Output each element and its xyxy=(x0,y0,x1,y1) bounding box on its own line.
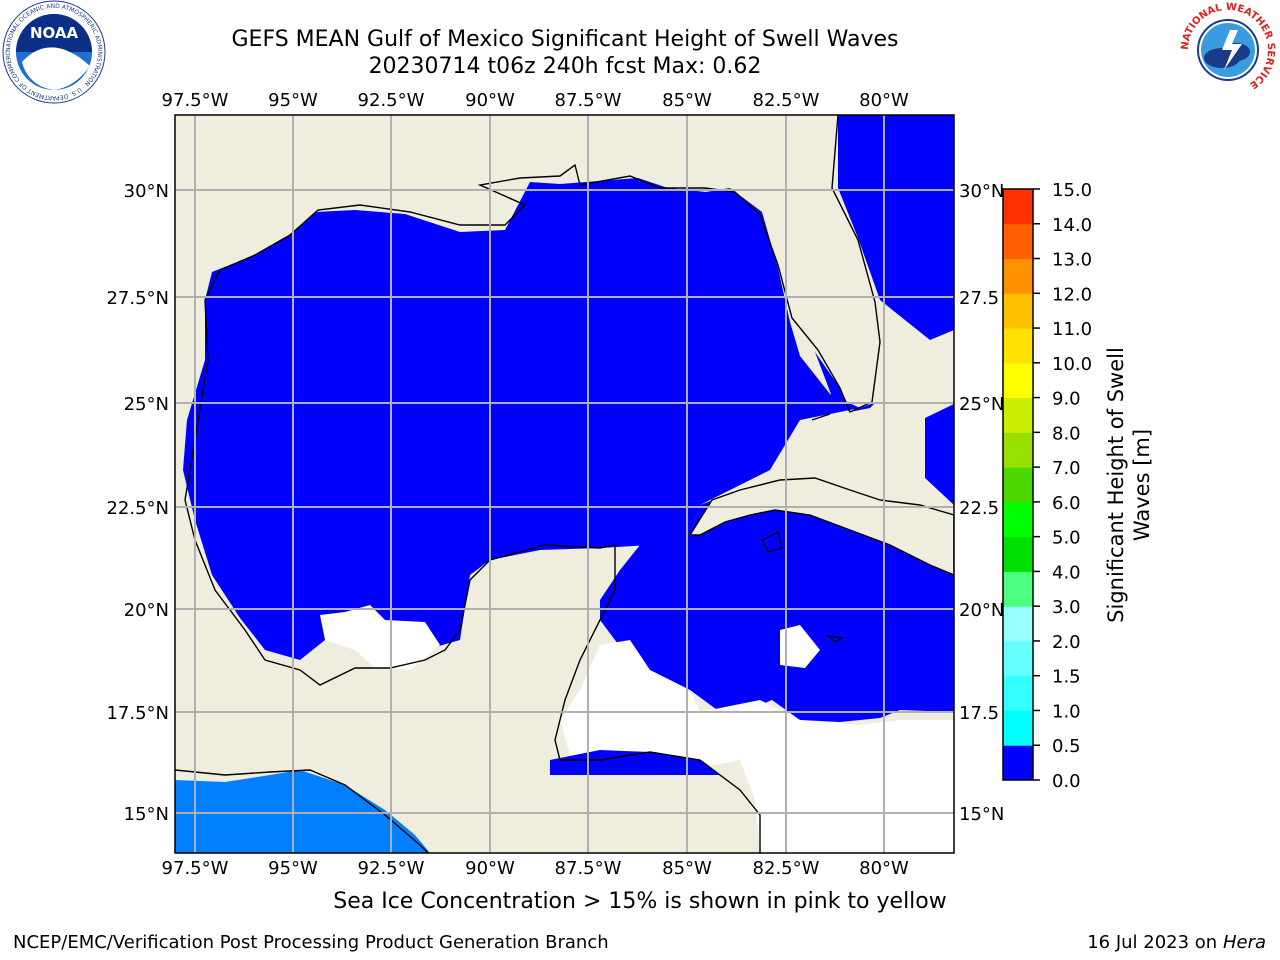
coastline-isla-juventud xyxy=(761,531,783,553)
footer-date: 16 Jul 2023 on Hera xyxy=(1087,932,1266,953)
no-data-bay-campeche xyxy=(320,605,440,670)
colorbar-segment xyxy=(1003,745,1033,781)
lon-label-bottom: 97.5°W xyxy=(162,858,229,879)
coastline-pacific xyxy=(175,769,429,853)
colorbar-title: Significant Height of Swell Waves [m] xyxy=(1104,347,1154,623)
lat-label-left: 17.5°N xyxy=(106,703,169,724)
colorbar-tick-label: 14.0 xyxy=(1052,215,1092,236)
colorbar-tick-label: 1.0 xyxy=(1052,701,1081,722)
colorbar-tick-label: 7.0 xyxy=(1052,458,1081,479)
colorbar-segment xyxy=(1003,362,1033,399)
colorbar-segment xyxy=(1003,467,1033,503)
colorbar-ticks: 15.0 14.0 13.0 12.0 11.0 10.0 9.0 8.0 7.0 6.0 5.0 4… xyxy=(1033,180,1092,792)
lat-label-left: 22.5°N xyxy=(106,498,169,519)
colorbar-tick-label: 4.0 xyxy=(1052,562,1081,583)
colorbar-tick-label: 5.0 xyxy=(1052,528,1081,549)
no-data-yucatan-channel xyxy=(560,640,755,770)
colorbar-tick-label: 13.0 xyxy=(1052,250,1092,271)
colorbar-segment xyxy=(1003,328,1033,364)
lon-label-bottom: 90°W xyxy=(465,858,515,879)
footer-credit: NCEP/EMC/Verification Post Processing Pr… xyxy=(13,932,609,953)
lon-label-top: 87.5°W xyxy=(555,90,622,111)
lat-label-right: 30°N xyxy=(959,181,1004,202)
colorbar-segment xyxy=(1003,675,1033,711)
colorbar-frame xyxy=(1002,188,1034,781)
lon-label-top: 92.5°W xyxy=(358,90,425,111)
chart-subtitle: 20230714 t06z 240h fcst Max: 0.62 xyxy=(368,54,762,79)
coastline-mexico xyxy=(184,499,761,853)
lon-label-bottom: 82.5°W xyxy=(753,858,820,879)
swell-pacific xyxy=(175,770,430,853)
colorbar-segment xyxy=(1003,397,1033,433)
lon-label-top: 85°W xyxy=(662,90,712,111)
lon-label-bottom: 95°W xyxy=(268,858,318,879)
colorbar-tick-label: 2.0 xyxy=(1052,632,1081,653)
swell-gulf-honduras xyxy=(550,750,720,775)
coastline-gulf xyxy=(184,115,881,501)
lat-label-right: 25°N xyxy=(959,394,1004,415)
colorbar-tick-label: 12.0 xyxy=(1052,284,1092,305)
lat-label-right: 22.5 xyxy=(959,498,999,519)
colorbar-tick-label: 3.0 xyxy=(1052,597,1081,618)
colorbar-tick-label: 8.0 xyxy=(1052,423,1081,444)
lon-label-bottom: 87.5°W xyxy=(555,858,622,879)
swell-gulf xyxy=(183,115,954,660)
no-data-cuba-south xyxy=(780,625,820,668)
chart-title: GEFS MEAN Gulf of Mexico Significant Hei… xyxy=(231,27,899,52)
svg-text:NOAA: NOAA xyxy=(30,24,79,42)
colorbar-tick-label: 0.0 xyxy=(1052,771,1081,792)
lon-label-bottom: 85°W xyxy=(662,858,712,879)
colorbar-segment xyxy=(1003,189,1033,225)
colorbar-segment xyxy=(1003,293,1033,329)
lat-label-left: 27.5°N xyxy=(106,288,169,309)
colorbar-segment xyxy=(1003,223,1033,260)
colorbar-segment xyxy=(1003,710,1033,746)
colorbar-tick-label: 0.5 xyxy=(1052,736,1081,757)
lat-label-left: 25°N xyxy=(124,394,169,415)
graticule xyxy=(175,115,954,853)
colorbar-segment xyxy=(1003,571,1033,607)
lon-label-top: 97.5°W xyxy=(162,90,229,111)
colorbar-segment xyxy=(1003,606,1033,642)
colorbar-tick-label: 15.0 xyxy=(1052,180,1092,201)
lon-label-top: 82.5°W xyxy=(753,90,820,111)
colorbar-segment xyxy=(1003,640,1033,677)
lon-label-bottom: 92.5°W xyxy=(358,858,425,879)
lat-label-right: 17.5 xyxy=(959,703,999,724)
colorbar-segment xyxy=(1003,432,1033,468)
map-area xyxy=(175,115,954,853)
lat-label-right: 15°N xyxy=(959,804,1004,825)
coastline-keys xyxy=(811,413,831,421)
coastline-cuba xyxy=(688,477,954,576)
lat-label-right: 20°N xyxy=(959,600,1004,621)
colorbar-tick-label: 11.0 xyxy=(1052,319,1092,340)
lon-label-bottom: 80°W xyxy=(859,858,909,879)
swell-caribbean xyxy=(600,482,954,722)
colorbar-segment xyxy=(1003,258,1033,294)
colorbar xyxy=(1002,188,1034,781)
footer-host: Hera xyxy=(1222,932,1266,953)
coastline-jamaica xyxy=(826,635,844,643)
lat-label-left: 20°N xyxy=(124,600,169,621)
colorbar-segment xyxy=(1003,501,1033,538)
lat-label-right: 27.5 xyxy=(959,288,999,309)
colorbar-tick-label: 10.0 xyxy=(1052,354,1092,375)
lon-label-top: 95°W xyxy=(268,90,318,111)
sea-ice-note: Sea Ice Concentration > 15% is shown in … xyxy=(333,889,947,914)
nws-logo: NATIONAL WEATHER SERVICE xyxy=(1180,2,1276,98)
lon-label-top: 80°W xyxy=(859,90,909,111)
noaa-logo: NATIONAL OCEANIC AND ATMOSPHERIC ADMINIS… xyxy=(2,0,106,104)
colorbar-tick-label: 6.0 xyxy=(1052,493,1081,514)
footer-date-text: 16 Jul 2023 on xyxy=(1087,932,1223,953)
colorbar-segment xyxy=(1003,536,1033,572)
no-data-caribbean-south xyxy=(700,700,954,853)
map-frame xyxy=(174,114,955,854)
lon-label-top: 90°W xyxy=(465,90,515,111)
colorbar-tick-label: 1.5 xyxy=(1052,667,1081,688)
lat-label-left: 15°N xyxy=(124,804,169,825)
lat-label-left: 30°N xyxy=(124,181,169,202)
colorbar-tick-label: 9.0 xyxy=(1052,389,1081,410)
